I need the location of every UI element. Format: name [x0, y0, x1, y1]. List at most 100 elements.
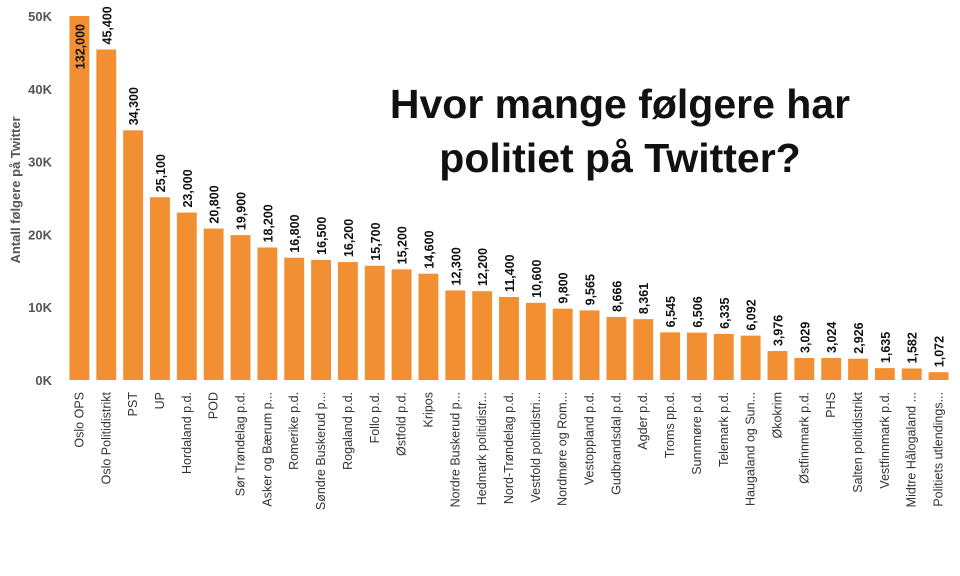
bar-value-label: 6,506 — [691, 296, 705, 327]
bar — [525, 302, 546, 380]
x-category-label: Follo p.d. — [368, 392, 382, 443]
bar-value-label: 15,700 — [369, 222, 383, 260]
chart-title-line-2: politiet på Twitter? — [439, 135, 800, 181]
bar — [687, 332, 707, 380]
x-category-label: Søndre Buskerud p... — [314, 392, 328, 510]
bar-value-label: 3,976 — [771, 315, 785, 346]
bar — [257, 247, 278, 380]
y-tick-label: 40K — [28, 82, 52, 97]
x-category-label: Sør Trøndelag p.d. — [234, 392, 248, 496]
bar-value-label: 14,600 — [422, 230, 436, 268]
bar — [472, 291, 493, 380]
bar-value-label: 23,000 — [181, 169, 195, 207]
bar — [96, 49, 117, 380]
bar — [633, 319, 654, 380]
bar — [740, 335, 761, 380]
bar — [69, 16, 90, 380]
bar — [391, 269, 412, 380]
bar-value-label: 1,582 — [906, 332, 920, 363]
x-category-label: Østfold p.d. — [395, 392, 409, 456]
x-category-label: Politiets utlendings... — [932, 392, 946, 507]
bar — [311, 259, 331, 380]
bar — [579, 310, 600, 380]
bar-value-label: 6,335 — [718, 298, 732, 329]
y-tick-label: 20K — [28, 227, 52, 242]
bar — [337, 262, 358, 380]
bars — [69, 16, 949, 380]
x-category-label: Vestfinnmark p.d. — [878, 392, 892, 489]
x-category-label: Salten politidistrikt — [851, 391, 865, 492]
bar-value-label: 1,072 — [933, 336, 947, 367]
x-category-label: Kripos — [421, 392, 435, 427]
x-category-label: Midtre Hålogaland ... — [905, 392, 919, 507]
bar-value-label: 9,800 — [557, 272, 571, 303]
bar-value-label: 34,300 — [127, 87, 141, 125]
x-category-label: Rogaland p.d. — [341, 392, 355, 470]
bar-value-label: 6,092 — [745, 299, 759, 330]
bar — [499, 297, 519, 380]
x-category-label: Økokrim — [770, 392, 784, 439]
x-category-label: Troms pp.d. — [663, 392, 677, 458]
x-category-label: Agder p.d. — [636, 392, 650, 450]
bar-value-label: 12,300 — [449, 247, 463, 285]
bar-value-label: 11,400 — [503, 254, 517, 292]
x-category-label: Gudbrandsdal p.d. — [609, 392, 623, 495]
bar — [874, 368, 895, 380]
bar-value-label: 19,900 — [235, 192, 249, 230]
bar-value-label: 10,600 — [530, 260, 544, 298]
bar-value-label: 12,200 — [476, 248, 490, 286]
bar — [767, 351, 788, 380]
bar-value-label: 20,800 — [208, 185, 222, 223]
bar — [928, 372, 949, 380]
bar — [123, 130, 144, 380]
bar-value-label: 16,200 — [342, 219, 356, 257]
bar — [713, 333, 734, 380]
x-category-label: Østfinnmark p.d. — [797, 392, 811, 484]
bar — [203, 228, 224, 380]
y-axis: 0K 10K 20K 30K 40K 50K — [28, 9, 52, 388]
x-category-label: UP — [153, 392, 167, 409]
bar — [606, 316, 627, 380]
bar — [230, 235, 251, 380]
x-category-label: POD — [207, 392, 221, 419]
x-category-label: Vestfold politidistri... — [529, 392, 543, 502]
bar — [552, 308, 573, 380]
bar-value-label: 45,400 — [100, 6, 114, 44]
chart-title-line-1: Hvor mange følgere har — [390, 81, 850, 127]
x-category-label: Nordmøre og Rom... — [556, 392, 570, 506]
bar-value-label: 15,200 — [396, 226, 410, 264]
x-category-label: Vestoppland p.d. — [583, 392, 597, 485]
bar-value-label: 1,635 — [879, 332, 893, 363]
x-category-label: Sunnmøre p.d. — [690, 392, 704, 475]
x-category-label: Nordre Buskerud p... — [448, 392, 462, 507]
y-tick-label: 30K — [28, 155, 52, 170]
x-category-label: Asker og Bærum p... — [260, 392, 274, 507]
bar-value-label: 16,800 — [288, 214, 302, 252]
x-category-label: PST — [126, 392, 140, 417]
bar — [901, 368, 922, 380]
value-labels: 132,000 45,400 34,300 25,100 23,000 20,800 19,… — [73, 6, 946, 367]
bar-value-label: 8,666 — [610, 281, 624, 312]
bar-value-label: 132,000 — [73, 24, 87, 69]
y-tick-label: 10K — [28, 300, 52, 315]
bar-value-label: 2,926 — [852, 322, 866, 353]
x-category-label: Haugaland og Sun... — [744, 392, 758, 506]
bar-value-label: 3,029 — [798, 322, 812, 353]
bar-value-label: 6,545 — [664, 296, 678, 327]
bar — [364, 265, 385, 380]
bar-value-label: 16,500 — [315, 217, 329, 255]
bar — [418, 273, 439, 380]
bar-value-label: 25,100 — [154, 154, 168, 192]
bar — [848, 358, 868, 380]
x-category-label: Oslo OPS — [72, 392, 86, 448]
x-category-label: Telemark p.d. — [717, 392, 731, 467]
bar-value-label: 9,565 — [584, 274, 598, 305]
y-tick-label: 0K — [35, 373, 52, 388]
bar — [794, 357, 815, 380]
x-category-label: PHS — [824, 392, 838, 418]
bar — [284, 257, 305, 380]
y-axis-label: Antall følgere på Twitter — [8, 116, 23, 263]
bar — [445, 290, 466, 380]
bar — [150, 197, 170, 380]
